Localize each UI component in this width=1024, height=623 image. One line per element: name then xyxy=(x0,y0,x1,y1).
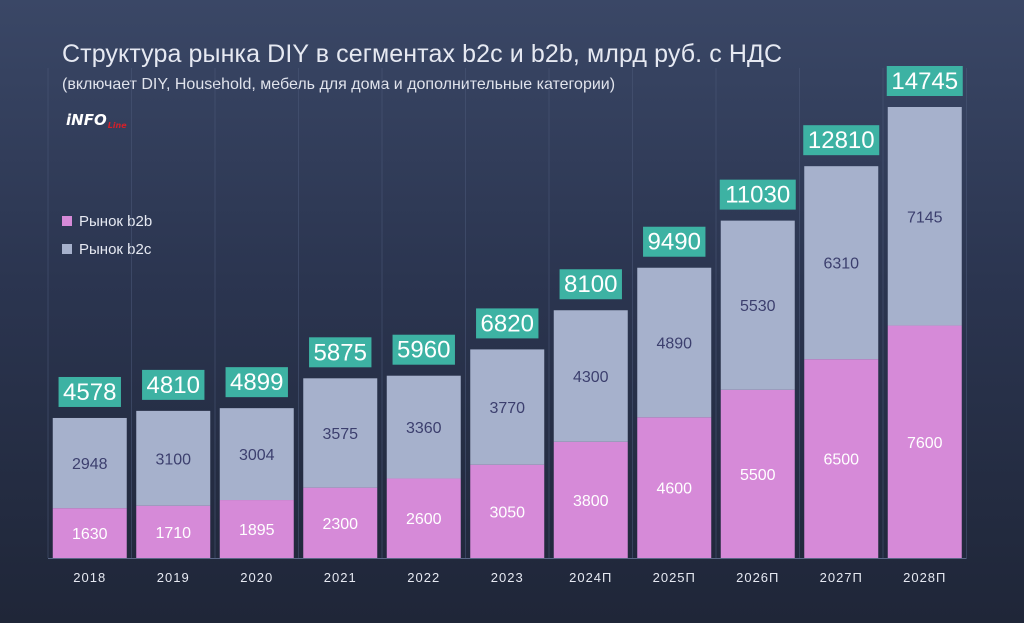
bar-b2b xyxy=(52,508,127,558)
chart-subtitle: (включает DIY, Household, мебель для дом… xyxy=(62,76,616,93)
x-tick-label: 2018 xyxy=(73,570,106,585)
value-label-b2c: 3100 xyxy=(155,451,191,468)
chart-legend: Рынок b2b Рынок b2c xyxy=(62,210,152,266)
bar-b2c xyxy=(553,310,628,442)
bar-b2b xyxy=(804,359,879,558)
value-label-b2c: 3004 xyxy=(239,447,275,464)
bar-b2b xyxy=(637,417,712,558)
value-label-b2c: 5530 xyxy=(740,298,776,315)
bar-b2b xyxy=(386,478,461,558)
bar-b2c xyxy=(303,378,378,488)
total-label-bg xyxy=(392,334,455,365)
logo-main-text: iNFO xyxy=(66,111,107,129)
x-tick-label: 2026П xyxy=(736,570,779,585)
bar-b2c xyxy=(637,267,712,418)
value-label-b2b: 2300 xyxy=(322,516,358,533)
total-label-bg xyxy=(559,269,622,300)
value-label-b2c: 4300 xyxy=(573,369,609,386)
value-label-b2b: 5500 xyxy=(740,467,776,484)
x-tick-label: 2022 xyxy=(407,570,440,585)
value-label-b2b: 1895 xyxy=(239,522,275,539)
legend-label-b2b: Рынок b2b xyxy=(79,212,153,230)
x-tick-label: 2028П xyxy=(903,570,946,585)
legend-swatch-b2b xyxy=(62,216,72,226)
bar-b2c xyxy=(386,375,461,479)
legend-item-b2c: Рынок b2c xyxy=(62,238,152,260)
total-label-bg xyxy=(58,376,121,407)
x-tick-label: 2023 xyxy=(491,570,524,585)
total-label-bg xyxy=(886,66,963,96)
value-label-b2c: 3575 xyxy=(322,426,358,443)
bar-b2b xyxy=(470,464,545,558)
total-label-bg xyxy=(719,179,796,210)
x-tick-label: 2025П xyxy=(653,570,696,585)
x-tick-label: 2020 xyxy=(240,570,273,585)
total-label-bg xyxy=(803,125,880,156)
total-label: 5875 xyxy=(314,339,367,366)
total-label: 12810 xyxy=(808,127,875,154)
logo-sub-text: Line xyxy=(107,121,127,130)
total-label: 6820 xyxy=(481,310,534,337)
legend-swatch-b2c xyxy=(62,244,72,254)
value-label-b2b: 7600 xyxy=(907,435,943,452)
total-label: 4578 xyxy=(63,379,116,406)
total-label: 14745 xyxy=(891,68,958,95)
legend-label-b2c: Рынок b2c xyxy=(79,240,152,258)
value-label-b2b: 6500 xyxy=(823,452,859,469)
total-label: 9490 xyxy=(648,229,701,256)
value-label-b2c: 3360 xyxy=(406,420,442,437)
value-label-b2b: 4600 xyxy=(656,481,692,498)
x-tick-label: 2024П xyxy=(569,570,612,585)
total-label: 5960 xyxy=(397,337,450,364)
bar-b2b xyxy=(303,487,378,558)
value-label-b2b: 3800 xyxy=(573,493,609,510)
value-label-b2c: 2948 xyxy=(72,456,108,473)
total-label-bg xyxy=(309,337,372,368)
x-tick-label: 2019 xyxy=(157,570,190,585)
total-label: 11030 xyxy=(725,182,790,209)
total-label: 8100 xyxy=(564,271,617,298)
total-label-bg xyxy=(142,369,205,400)
value-label-b2c: 4890 xyxy=(656,336,692,353)
bar-b2b xyxy=(720,389,795,558)
bar-b2c xyxy=(136,410,211,506)
bar-b2b xyxy=(136,505,211,558)
total-label-bg xyxy=(476,308,539,339)
value-label-b2b: 1630 xyxy=(72,526,108,543)
total-label: 4810 xyxy=(147,372,200,399)
value-label-b2b: 2600 xyxy=(406,511,442,528)
bar-b2b xyxy=(553,441,628,558)
total-label: 4899 xyxy=(230,369,283,396)
bar-b2c xyxy=(470,349,545,465)
legend-item-b2b: Рынок b2b xyxy=(62,210,152,232)
bar-b2c xyxy=(887,107,962,326)
value-label-b2c: 7145 xyxy=(907,209,943,226)
total-label-bg xyxy=(643,226,706,257)
bar-b2b xyxy=(887,325,962,558)
bar-b2c xyxy=(720,220,795,390)
chart-title: Структура рынка DIY в сегментах b2c и b2… xyxy=(62,40,783,68)
value-label-b2b: 1710 xyxy=(155,525,191,542)
bar-b2c xyxy=(52,417,127,509)
bar-b2b xyxy=(219,500,294,558)
x-tick-label: 2027П xyxy=(820,570,863,585)
value-label-b2b: 3050 xyxy=(489,504,525,521)
infoline-logo: iNFOLine xyxy=(66,111,127,130)
total-label-bg xyxy=(225,367,288,398)
bar-b2c xyxy=(219,408,294,501)
bar-b2c xyxy=(804,166,879,360)
value-label-b2c: 6310 xyxy=(823,256,859,273)
value-label-b2c: 3770 xyxy=(489,400,525,417)
x-tick-label: 2021 xyxy=(324,570,357,585)
